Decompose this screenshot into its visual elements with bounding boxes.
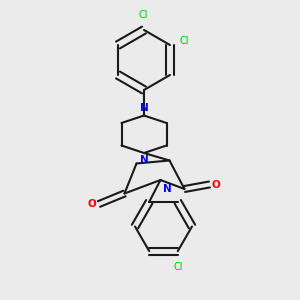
Text: Cl: Cl: [139, 10, 148, 20]
Text: N: N: [140, 103, 148, 113]
Text: O: O: [212, 179, 220, 190]
Text: Cl: Cl: [173, 262, 182, 272]
Text: N: N: [140, 155, 148, 165]
Text: N: N: [163, 184, 172, 194]
Text: Cl: Cl: [180, 36, 189, 46]
Text: O: O: [88, 199, 97, 209]
